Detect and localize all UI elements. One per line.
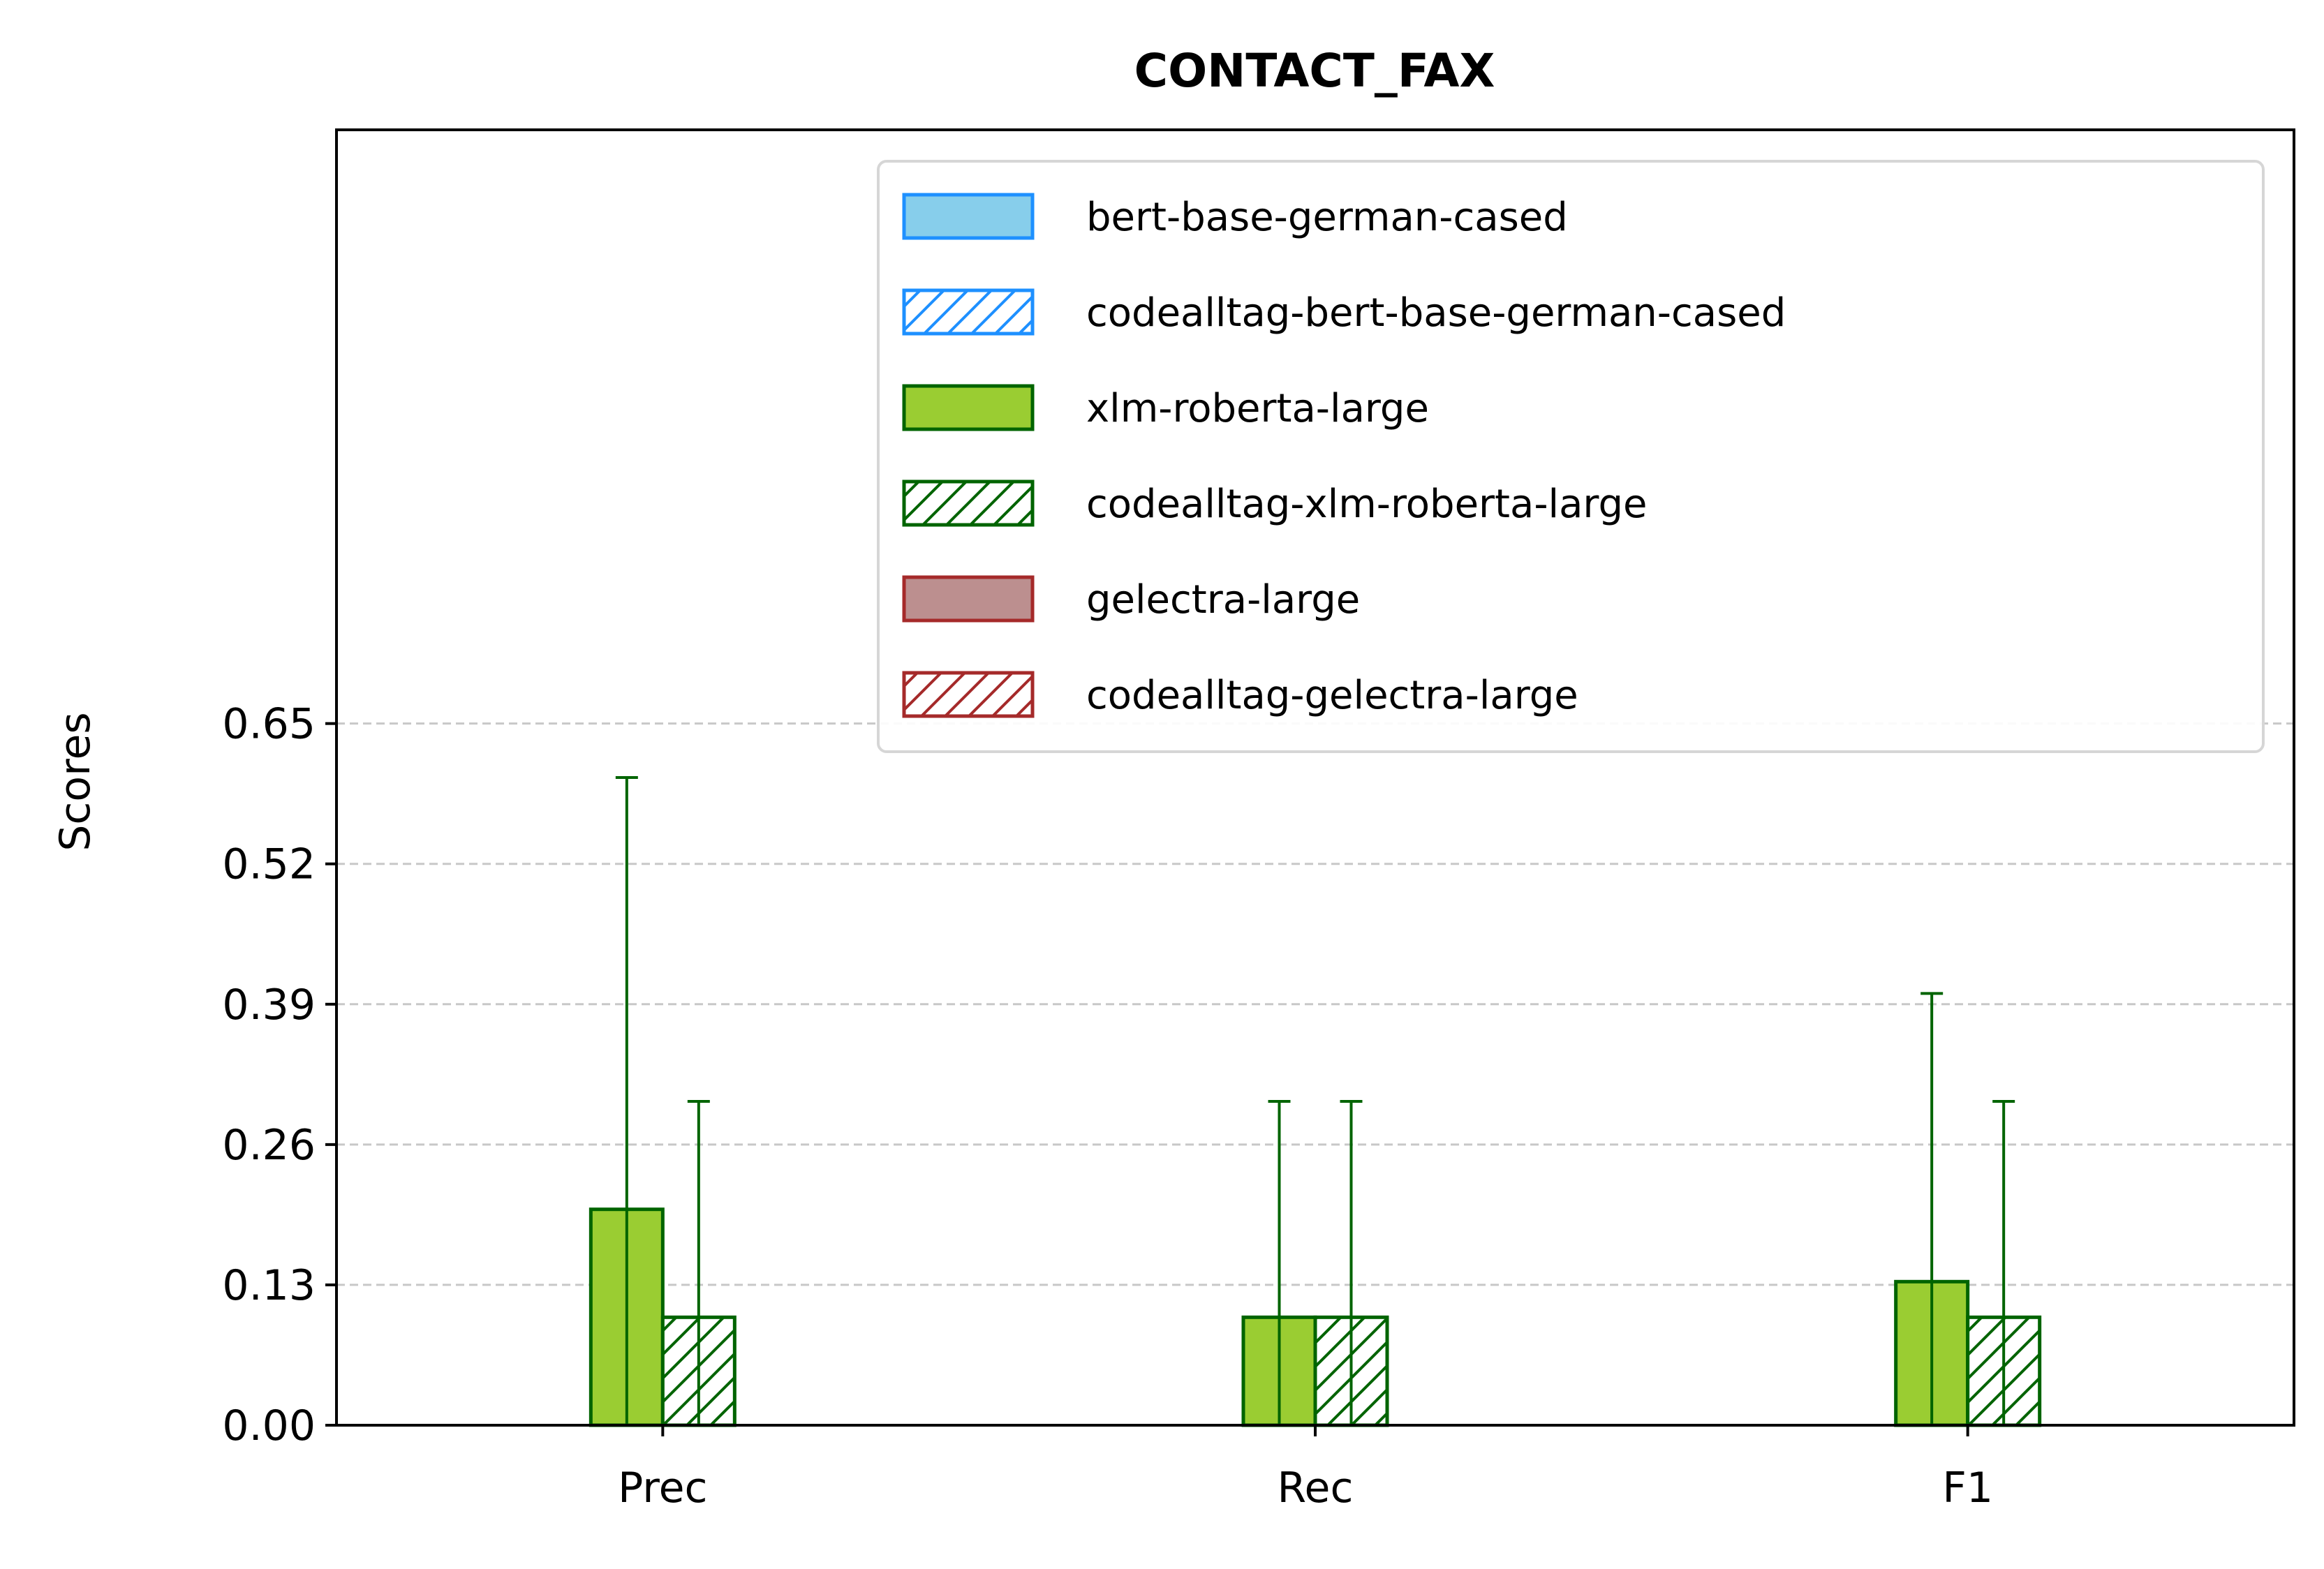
legend-label: codealltag-xlm-roberta-large <box>1086 482 1647 527</box>
legend-label: gelectra-large <box>1086 577 1360 623</box>
legend-swatch <box>902 479 1035 527</box>
legend-item-gelectra-large: gelectra-large <box>902 575 1360 623</box>
x-tick-label: Rec <box>1278 1464 1354 1512</box>
error-bar-f1-codealltag-xlm-roberta-large <box>1992 1100 2015 1425</box>
legend-label: codealltag-bert-base-german-cased <box>1086 290 1786 336</box>
x-tick-label: Prec <box>618 1464 707 1512</box>
grid-lines <box>336 722 2294 1286</box>
y-axis-label: Scores <box>51 712 100 851</box>
error-bar-prec-codealltag-xlm-roberta-large <box>687 1100 710 1425</box>
legend-item-xlm-roberta-large: xlm-roberta-large <box>902 384 1429 431</box>
y-tick-label: 0.52 <box>222 840 316 889</box>
error-bar-rec-xlm-roberta-large <box>1268 1100 1291 1425</box>
legend-item-codealltag-xlm-roberta-large: codealltag-xlm-roberta-large <box>902 479 1647 527</box>
legend-item-bert-base-german-cased: bert-base-german-cased <box>902 193 1568 240</box>
legend-item-codealltag-bert-base-german-cased: codealltag-bert-base-german-cased <box>902 288 1786 336</box>
legend-swatch <box>902 384 1035 431</box>
y-tick-label: 0.65 <box>222 700 316 749</box>
legend-swatch <box>902 193 1035 240</box>
legend-label: xlm-roberta-large <box>1086 386 1429 431</box>
chart-title: CONTACT_FAX <box>1134 44 1495 98</box>
legend-swatch <box>902 575 1035 623</box>
error-bar-rec-codealltag-xlm-roberta-large <box>1340 1100 1363 1425</box>
error-bar-f1-xlm-roberta-large <box>1920 992 1944 1425</box>
bars <box>589 1207 2042 1427</box>
y-tick-label: 0.39 <box>222 981 316 1029</box>
x-tick-label: F1 <box>1942 1464 1993 1512</box>
axes: 0.00 0.13 0.26 0.39 0.52 0.65 Prec Rec F1 <box>222 128 2295 1512</box>
y-tick-label: 0.13 <box>222 1261 316 1310</box>
error-bars <box>615 776 2015 1425</box>
legend-label: bert-base-german-cased <box>1086 195 1568 240</box>
legend-box <box>877 160 2265 753</box>
legend-label: codealltag-gelectra-large <box>1086 673 1578 718</box>
legend-swatch <box>902 288 1035 336</box>
y-tick-label: 0.00 <box>222 1401 316 1450</box>
error-bar-prec-xlm-roberta-large <box>615 776 638 1425</box>
legend-swatch <box>902 671 1035 718</box>
legend: bert-base-german-cased codealltag-bert-ba… <box>877 160 2265 753</box>
y-tick-label: 0.26 <box>222 1121 316 1170</box>
legend-item-codealltag-gelectra-large: codealltag-gelectra-large <box>902 671 1578 718</box>
